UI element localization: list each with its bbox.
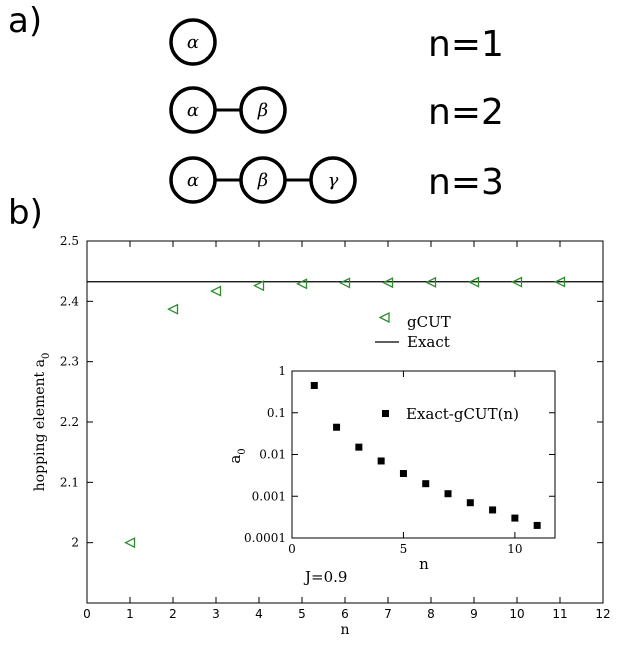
gcut-point [425,276,437,288]
legend-exact-label: Exact [407,333,450,351]
chain-node-symbol: β [257,100,268,121]
legend-exact-gcut-marker [382,410,389,417]
panel-b-label: b) [8,193,43,233]
chain-node [309,156,357,204]
chain-node [169,156,217,204]
main-y-tick-label: 2.5 [60,234,79,248]
inset-y-tick-label: 0.01 [259,448,286,462]
gcut-point [296,278,308,290]
gcut-point [167,303,179,315]
inset-legend: Exact-gCUT(n) [382,405,519,423]
inset-y-tick-label: 0.001 [252,489,286,503]
gcut-point [554,276,566,288]
exact-gcut-point [422,480,430,488]
chain-label: n=3 [428,162,504,203]
chain-label: n=1 [428,24,504,65]
gcut-point [339,277,351,289]
inset-y-tick-label: 1 [278,364,286,378]
main-y-axis-label-text: hopping element a [32,359,48,491]
gcut-point [468,276,480,288]
gcut-point [253,280,265,292]
main-y-tick-label: 2.1 [60,475,79,489]
main-chart: 0 1 2 3 4 5 6 7 8 9 10 11 12 22.12.22.32.42.5 n hopp… [32,234,611,638]
main-x-axis-label: n [340,622,349,638]
legend-exact-gcut-label: Exact-gCUT(n) [406,405,519,423]
main-x-tick-label: 3 [212,607,220,621]
main-x-tick-label: 11 [552,607,567,621]
inset-plot-frame [291,370,556,539]
exact-gcut-point [310,381,318,389]
exact-gcut-point [355,443,363,451]
chain-node [169,18,217,66]
main-x-tick-label: 1 [126,607,134,621]
chain-node [239,86,287,134]
main-x-tick-label: 0 [83,607,91,621]
chain-node [239,156,287,204]
inset-y-tick-label: 0.1 [267,406,286,420]
main-x-tick-label: 5 [298,607,306,621]
exact-gcut-point [333,423,341,431]
inset-y-axis-label-text: a [226,455,244,464]
main-y-axis-label: hopping element a0 [32,353,52,492]
main-x-tick-label: 4 [255,607,263,621]
inset-y-axis-label-subscript: 0 [237,448,248,454]
legend-gcut-label: gCUT [407,313,451,331]
main-x-tick-label: 8 [427,607,435,621]
main-x-tick-label: 7 [384,607,392,621]
chain-label: n=2 [428,92,504,133]
exact-gcut-point [466,499,474,507]
exact-gcut-point [377,457,385,465]
inset-x-axis-label: n [419,555,429,573]
inset-x-tick-label: 10 [507,542,522,556]
chain-node [169,86,217,134]
main-y-tick-label: 2.2 [60,415,79,429]
chain-node-symbol: α [187,100,199,121]
gcut-point [124,537,136,549]
gcut-point [511,276,523,288]
main-y-tick-label: 2.4 [60,294,79,308]
inset-marks [310,381,541,529]
main-y-tick-label: 2.3 [60,355,79,369]
exact-gcut-point [489,506,497,514]
exact-gcut-point [444,490,452,498]
chain-diagrams: α n=1 α β n=2 α β γ n=3 [169,18,504,204]
gcut-point [210,285,222,297]
main-x-tick-label: 10 [509,607,524,621]
main-legend: gCUT Exact [375,311,451,351]
main-x-tick-label: 12 [595,607,610,621]
inset-y-axis-label: a0 [226,448,248,463]
panel-a-label: a) [8,1,42,41]
exact-gcut-point [399,470,407,478]
main-y-ticks: 2 2.1 2.2 2.3 2.4 2.5 [60,234,603,550]
exact-gcut-point [533,521,541,529]
chain-node-symbol: α [187,170,199,191]
inset-y-tick-label: 0.0001 [244,531,286,545]
inset-x-ticks: 0 5 10 [288,371,523,556]
legend-gcut-marker [378,311,390,324]
inset-y-ticks: 1 0.1 0.01 0.001 0.0001 [244,364,555,545]
inset-x-tick-label: 0 [288,542,296,556]
main-x-ticks: 0 1 2 3 4 5 6 7 8 9 10 11 12 [83,241,611,621]
main-x-tick-label: 9 [470,607,478,621]
chain-node-symbol: γ [328,170,339,191]
main-marks [87,276,603,549]
main-x-tick-label: 2 [169,607,177,621]
chain-node-symbol: α [187,32,199,53]
inset-x-tick-label: 5 [400,542,408,556]
annotation-j: J=0.9 [303,568,347,586]
main-x-tick-label: 6 [341,607,349,621]
exact-gcut-point [511,514,519,522]
gcut-point [382,277,394,289]
chain-node-symbol: β [257,170,268,191]
main-y-axis-label-subscript: 0 [41,353,52,359]
main-y-tick-label: 2 [71,536,79,550]
